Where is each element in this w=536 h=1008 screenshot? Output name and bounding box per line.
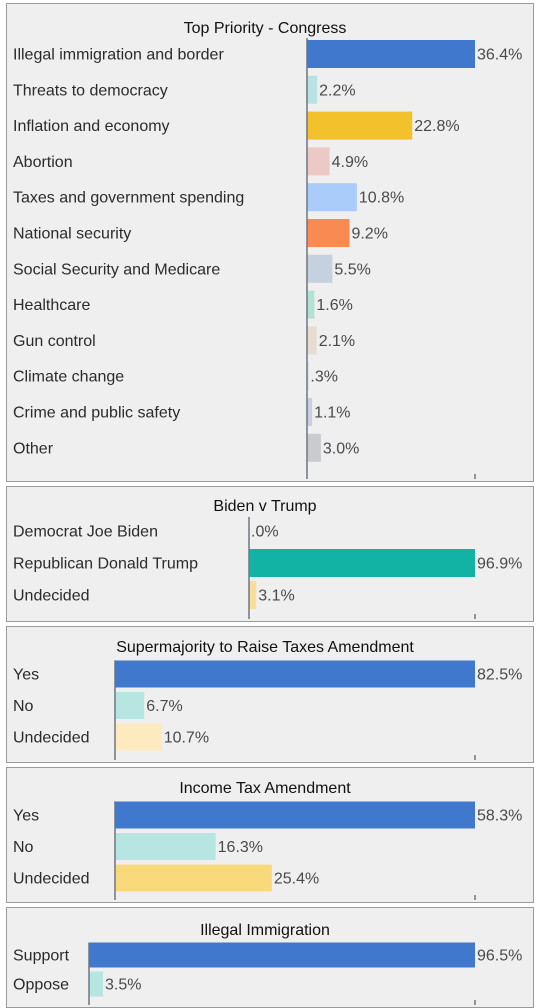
data-label: .0%	[251, 524, 279, 541]
bar	[89, 971, 103, 997]
bar	[115, 864, 272, 892]
category-label: No	[13, 698, 34, 715]
data-label: 10.8%	[359, 190, 404, 207]
bar	[307, 433, 321, 462]
category-label: Other	[13, 440, 54, 457]
category-label: Democrat Joe Biden	[13, 524, 158, 541]
category-label: Inflation and economy	[13, 118, 170, 135]
data-label: 6.7%	[146, 698, 182, 715]
bar	[307, 111, 413, 140]
category-label: Yes	[13, 808, 39, 825]
bar	[307, 398, 313, 426]
bar	[307, 219, 350, 247]
data-label: 3.5%	[105, 977, 141, 994]
chart-svg: Income Tax Amendment Yes 58.3% No 16.3% Undec…	[13, 780, 522, 900]
bar	[307, 254, 333, 283]
chart-svg: Illegal Immigration Support 96.5% Oppose 3.5…	[13, 922, 522, 1005]
bar	[307, 147, 330, 176]
chart-panel: Top Priority - Congress Illegal immigrati…	[6, 3, 534, 482]
data-label: 58.3%	[477, 808, 522, 825]
category-label: Support	[13, 948, 70, 965]
bar	[307, 326, 317, 355]
bar	[249, 581, 257, 609]
bar	[115, 833, 216, 860]
category-label: Illegal immigration and border	[13, 47, 224, 64]
bar	[115, 660, 475, 688]
chart-svg: Supermajority to Raise Taxes Amendment Ye…	[13, 639, 522, 760]
category-label: Abortion	[13, 154, 73, 171]
category-label: Undecided	[13, 588, 90, 605]
category-label: Undecided	[13, 730, 90, 747]
bar	[307, 290, 315, 319]
data-label: 10.7%	[164, 730, 209, 747]
category-label: Yes	[13, 667, 39, 684]
data-label: 16.3%	[218, 839, 263, 856]
chart-svg: Biden v Trump Democrat Joe Biden .0% Republ…	[13, 498, 522, 619]
data-label: 96.9%	[477, 556, 522, 573]
category-label: Climate change	[13, 369, 124, 386]
data-label: 3.0%	[323, 440, 359, 457]
data-label: 1.6%	[316, 297, 352, 314]
data-label: 4.9%	[332, 154, 368, 171]
data-label: 22.8%	[414, 118, 459, 135]
data-label: 9.2%	[351, 226, 387, 243]
data-label: .3%	[310, 369, 338, 386]
category-label: Undecided	[13, 871, 90, 888]
data-label: 96.5%	[477, 948, 522, 965]
category-label: Republican Donald Trump	[13, 556, 198, 573]
chart-title: Supermajority to Raise Taxes Amendment	[116, 639, 414, 656]
bar	[249, 549, 475, 577]
data-label: 1.1%	[314, 405, 350, 422]
category-label: Gun control	[13, 333, 96, 350]
bar	[307, 183, 357, 212]
bar	[115, 723, 162, 751]
category-label: National security	[13, 226, 131, 243]
data-label: 82.5%	[477, 667, 522, 684]
data-label: 25.4%	[274, 871, 319, 888]
data-label: 36.4%	[477, 47, 522, 64]
bar	[115, 692, 145, 719]
chart-title: Biden v Trump	[213, 498, 316, 515]
data-label: 2.1%	[319, 333, 355, 350]
category-label: Crime and public safety	[13, 405, 180, 422]
chart-title: Income Tax Amendment	[179, 780, 351, 797]
data-label: 3.1%	[258, 588, 294, 605]
bar	[115, 801, 475, 829]
chart-panel: Supermajority to Raise Taxes Amendment Ye…	[6, 626, 534, 763]
chart-title: Illegal Immigration	[200, 922, 330, 939]
data-label: 2.2%	[319, 82, 355, 99]
bar	[307, 75, 318, 104]
bar	[307, 40, 475, 68]
category-label: Oppose	[13, 977, 69, 994]
category-label: Healthcare	[13, 297, 90, 314]
chart-panel: Income Tax Amendment Yes 58.3% No 16.3% Undec…	[6, 767, 534, 903]
chart-panel: Illegal Immigration Support 96.5% Oppose 3.5…	[6, 907, 534, 1008]
category-label: Taxes and government spending	[13, 190, 244, 207]
category-label: Social Security and Medicare	[13, 261, 220, 278]
category-label: Threats to democracy	[13, 82, 168, 99]
chart-svg: Top Priority - Congress Illegal immigrati…	[13, 20, 522, 479]
chart-panel: Biden v Trump Democrat Joe Biden .0% Republ…	[6, 486, 534, 622]
category-label: No	[13, 839, 34, 856]
chart-title: Top Priority - Congress	[184, 20, 347, 37]
bar	[89, 942, 475, 968]
data-label: 5.5%	[334, 261, 370, 278]
